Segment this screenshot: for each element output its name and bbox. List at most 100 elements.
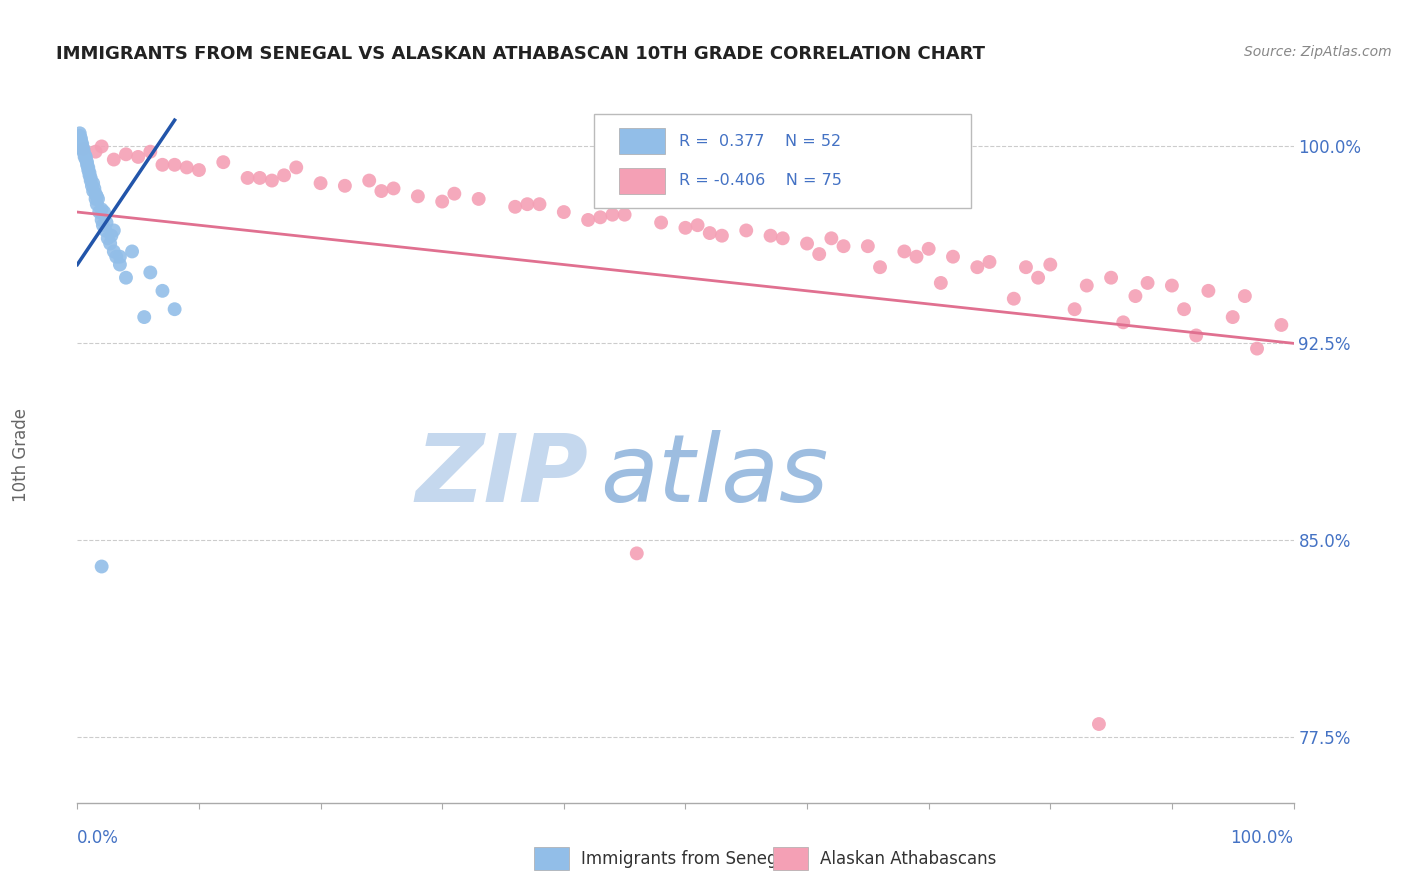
Point <box>820 231 842 245</box>
Point <box>105 250 128 264</box>
Point <box>79 166 101 180</box>
Point <box>260 173 283 187</box>
Text: 10th Grade: 10th Grade <box>13 408 30 502</box>
Point <box>69 128 91 143</box>
Point <box>86 189 108 203</box>
Point <box>929 276 952 290</box>
Point <box>503 200 526 214</box>
Point <box>273 169 295 183</box>
Bar <box>619 168 665 194</box>
Point <box>80 178 103 193</box>
Point <box>70 139 93 153</box>
Point <box>406 189 429 203</box>
Point <box>98 236 121 251</box>
Point <box>163 302 186 317</box>
Point <box>84 186 107 201</box>
Point <box>176 161 198 175</box>
Point <box>333 178 356 193</box>
Point <box>84 192 107 206</box>
Point <box>152 284 174 298</box>
Point <box>77 163 100 178</box>
Point <box>188 163 211 178</box>
Point <box>1136 276 1159 290</box>
Point <box>108 258 131 272</box>
Point <box>735 223 758 237</box>
Point <box>139 265 162 279</box>
Point <box>100 228 122 243</box>
Point <box>1015 260 1038 275</box>
Point <box>83 181 105 195</box>
Point <box>285 161 308 175</box>
Point <box>686 218 709 232</box>
Point <box>832 239 855 253</box>
Point <box>602 208 624 222</box>
Point <box>1026 270 1049 285</box>
Bar <box>619 128 665 154</box>
Point <box>115 147 138 161</box>
Point <box>309 176 332 190</box>
Point <box>443 186 465 201</box>
Point <box>710 228 733 243</box>
Point <box>77 161 100 175</box>
Point <box>90 139 112 153</box>
Point <box>759 228 782 243</box>
Point <box>1222 310 1244 324</box>
Point <box>966 260 988 275</box>
Point <box>1185 328 1208 343</box>
Point <box>856 239 879 253</box>
Point <box>91 218 114 232</box>
Point <box>1112 315 1135 329</box>
Point <box>772 231 794 245</box>
Point <box>70 131 93 145</box>
Point <box>90 213 112 227</box>
Text: R = -0.406    N = 75: R = -0.406 N = 75 <box>679 173 842 188</box>
Point <box>76 158 98 172</box>
Point <box>72 142 94 156</box>
Point <box>103 153 125 167</box>
Point <box>1088 717 1111 731</box>
Point <box>1161 278 1184 293</box>
Point <box>76 155 98 169</box>
Text: ZIP: ZIP <box>415 430 588 522</box>
Point <box>1173 302 1195 317</box>
Text: 0.0%: 0.0% <box>77 829 120 847</box>
Point <box>134 310 156 324</box>
Text: R =  0.377    N = 52: R = 0.377 N = 52 <box>679 134 841 149</box>
Point <box>87 192 110 206</box>
Point <box>1099 270 1122 285</box>
Text: IMMIGRANTS FROM SENEGAL VS ALASKAN ATHABASCAN 10TH GRADE CORRELATION CHART: IMMIGRANTS FROM SENEGAL VS ALASKAN ATHAB… <box>56 45 986 62</box>
Point <box>75 150 97 164</box>
Point <box>96 216 118 230</box>
Point <box>115 270 138 285</box>
Point <box>699 226 721 240</box>
Point <box>94 223 117 237</box>
Text: Source: ZipAtlas.com: Source: ZipAtlas.com <box>1244 45 1392 59</box>
Point <box>467 192 489 206</box>
Point <box>236 170 259 185</box>
Point <box>103 223 125 237</box>
Point <box>163 158 186 172</box>
Point <box>127 150 149 164</box>
Point <box>70 134 93 148</box>
Point <box>529 197 551 211</box>
Point <box>626 546 648 560</box>
Point <box>576 213 599 227</box>
Point <box>72 145 94 159</box>
Point <box>80 173 103 187</box>
Point <box>108 250 131 264</box>
Point <box>1076 278 1098 293</box>
Point <box>84 145 107 159</box>
Point <box>1233 289 1256 303</box>
Point <box>1197 284 1219 298</box>
Point <box>82 176 104 190</box>
Point <box>72 142 94 156</box>
Point <box>121 244 143 259</box>
Point <box>90 202 112 217</box>
Point <box>70 136 93 151</box>
Point <box>69 126 91 140</box>
Point <box>73 147 96 161</box>
Point <box>70 142 93 156</box>
Point <box>382 181 405 195</box>
Point <box>796 236 818 251</box>
Point <box>152 158 174 172</box>
